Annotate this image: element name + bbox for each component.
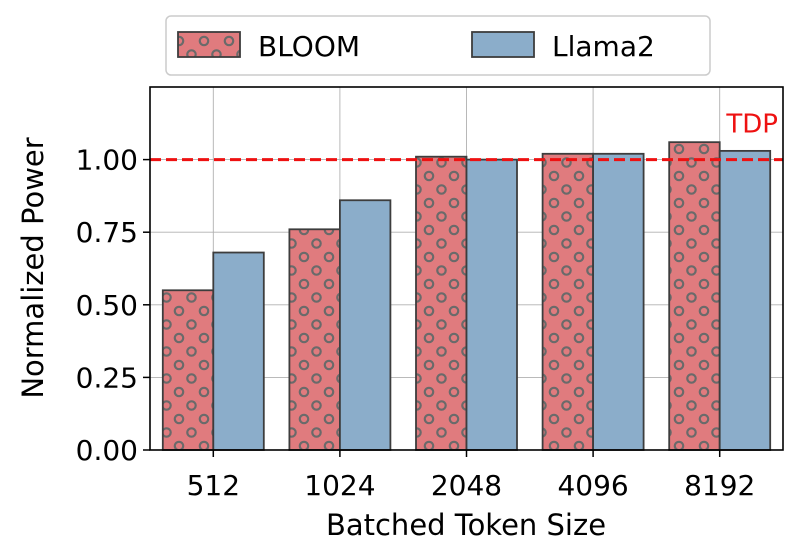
x-axis-label: Batched Token Size [326,508,606,542]
y-tick-label: 0.75 [76,216,138,249]
legend-swatch-hatch [178,32,240,57]
y-tick-label: 0.50 [76,289,138,322]
bar-llama2-2048 [466,159,517,450]
legend-swatch-llama2 [472,32,534,57]
x-tick-label: 2048 [431,469,502,502]
legend-swatch-outline [471,31,535,58]
y-tick-label: 1.00 [76,144,138,177]
bars [161,141,772,451]
tdp-label: TDP [725,110,778,140]
bar-hatch [289,229,340,450]
x-tick-label: 4096 [557,469,628,502]
legend: BLOOM Llama2 [165,15,711,76]
y-axis-label: Normalized Power [16,137,50,398]
legend-label-bloom: BLOOM [258,30,360,63]
bar-llama2-1024 [339,200,391,450]
x-tick-label: 512 [187,469,240,502]
bar-hatch [542,153,594,451]
legend-swatch-outline [177,31,241,58]
x-tick-label: 8192 [684,469,755,502]
bar-llama2-4096 [593,153,644,451]
bar-llama2-512 [213,252,264,450]
x-tick-label: 1024 [304,469,375,502]
y-axis: 0.00 0.25 0.50 0.75 1.00 [76,144,150,467]
y-tick-label: 0.25 [76,361,138,394]
y-tick-label: 0.00 [76,434,138,467]
bar-hatch [162,290,214,450]
bar-hatch [669,142,720,450]
reference-line-group: TDP [150,110,783,162]
bar-hatch [416,156,467,451]
bar-llama2-8192 [719,150,771,450]
legend-label-llama2: Llama2 [552,30,655,63]
legend-frame [165,15,711,76]
x-axis: 512 1024 2048 4096 8192 [187,450,755,502]
